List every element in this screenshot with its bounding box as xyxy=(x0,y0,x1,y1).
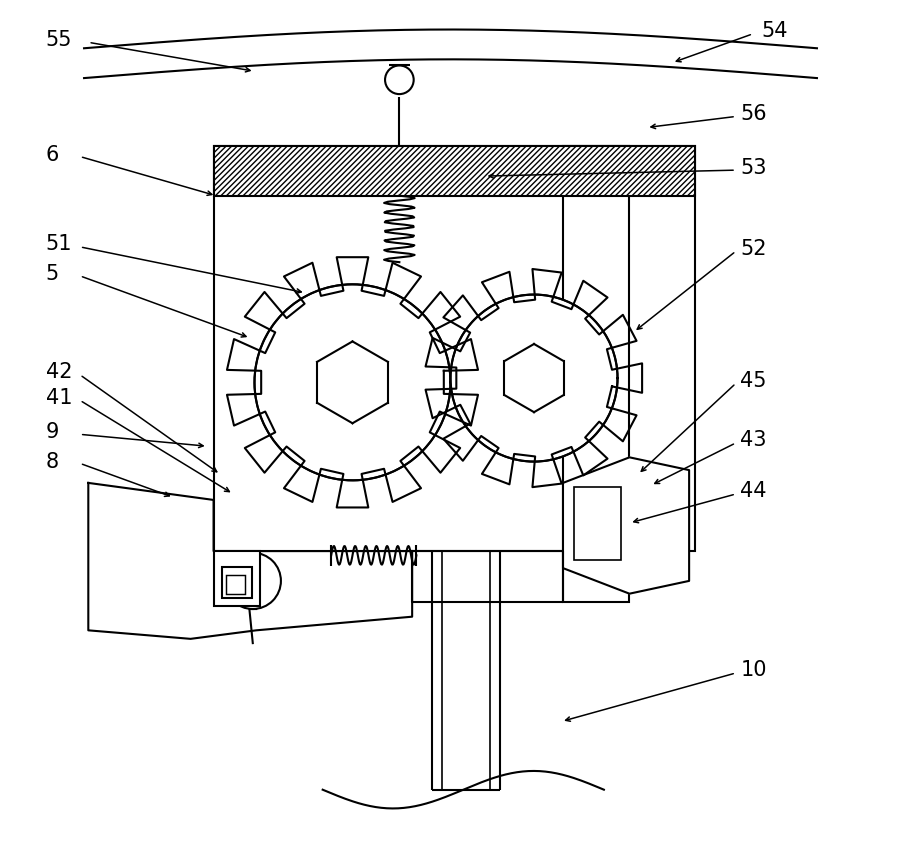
Text: 51: 51 xyxy=(46,234,72,254)
Circle shape xyxy=(385,66,414,94)
Text: 42: 42 xyxy=(46,363,72,382)
Text: 9: 9 xyxy=(46,422,59,442)
Circle shape xyxy=(450,295,617,462)
Text: 43: 43 xyxy=(741,430,767,451)
Bar xyxy=(214,146,695,196)
Bar xyxy=(563,146,630,551)
Text: 44: 44 xyxy=(741,481,767,501)
Bar xyxy=(226,575,245,593)
Text: 8: 8 xyxy=(46,451,59,472)
Text: 52: 52 xyxy=(741,239,767,258)
Bar xyxy=(563,551,630,602)
Text: 10: 10 xyxy=(741,660,767,681)
Text: 54: 54 xyxy=(761,21,788,41)
Text: 56: 56 xyxy=(741,103,767,124)
Text: 6: 6 xyxy=(46,144,59,165)
Bar xyxy=(214,146,695,551)
Text: 53: 53 xyxy=(741,157,767,178)
Circle shape xyxy=(224,553,281,609)
Text: 41: 41 xyxy=(46,387,72,408)
Text: 5: 5 xyxy=(46,264,59,284)
Circle shape xyxy=(254,285,450,481)
Polygon shape xyxy=(563,457,689,593)
Bar xyxy=(214,551,260,606)
Bar xyxy=(574,487,621,559)
Text: 55: 55 xyxy=(46,30,72,50)
Text: 45: 45 xyxy=(741,370,767,391)
Bar xyxy=(223,568,252,598)
